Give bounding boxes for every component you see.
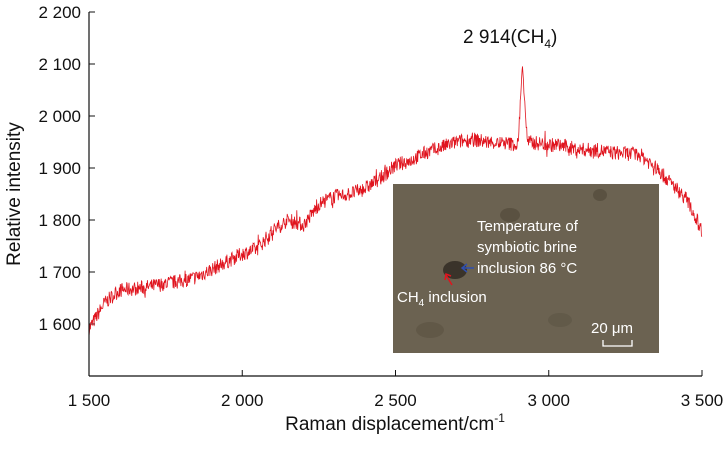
- y-tick-label: 1 900: [38, 159, 81, 178]
- y-tick-label: 2 200: [38, 3, 81, 22]
- inset-ch4-text: CH4 inclusion: [397, 289, 487, 309]
- x-tick-label: 2 500: [374, 391, 417, 410]
- peak-label: 2 914(CH4): [463, 27, 557, 51]
- y-tick-label: 1 700: [38, 263, 81, 282]
- blue-arrow-icon: [460, 263, 474, 273]
- red-arrow-icon: [444, 272, 453, 286]
- inset-photo: Temperature of symbiotic brine inclusion…: [393, 184, 659, 353]
- spectrum-line: [88, 66, 703, 337]
- x-axis-label: Raman displacement/cm-1: [285, 411, 505, 435]
- x-tick-label: 2 000: [221, 391, 264, 410]
- y-tick-label: 1 800: [38, 211, 81, 230]
- y-axis-label: Relative intensity: [4, 122, 25, 266]
- scale-bar-label: 20 μm: [591, 320, 633, 337]
- y-tick-label: 2 100: [38, 55, 81, 74]
- x-tick-label: 1 500: [68, 391, 111, 410]
- scale-bar: [602, 340, 633, 347]
- y-tick-label: 2 000: [38, 107, 81, 126]
- x-tick-label: 3 500: [681, 391, 724, 410]
- inset-temperature-text: Temperature of symbiotic brine inclusion…: [477, 218, 582, 277]
- x-tick-label: 3 000: [527, 391, 570, 410]
- y-tick-label: 1 600: [38, 315, 81, 334]
